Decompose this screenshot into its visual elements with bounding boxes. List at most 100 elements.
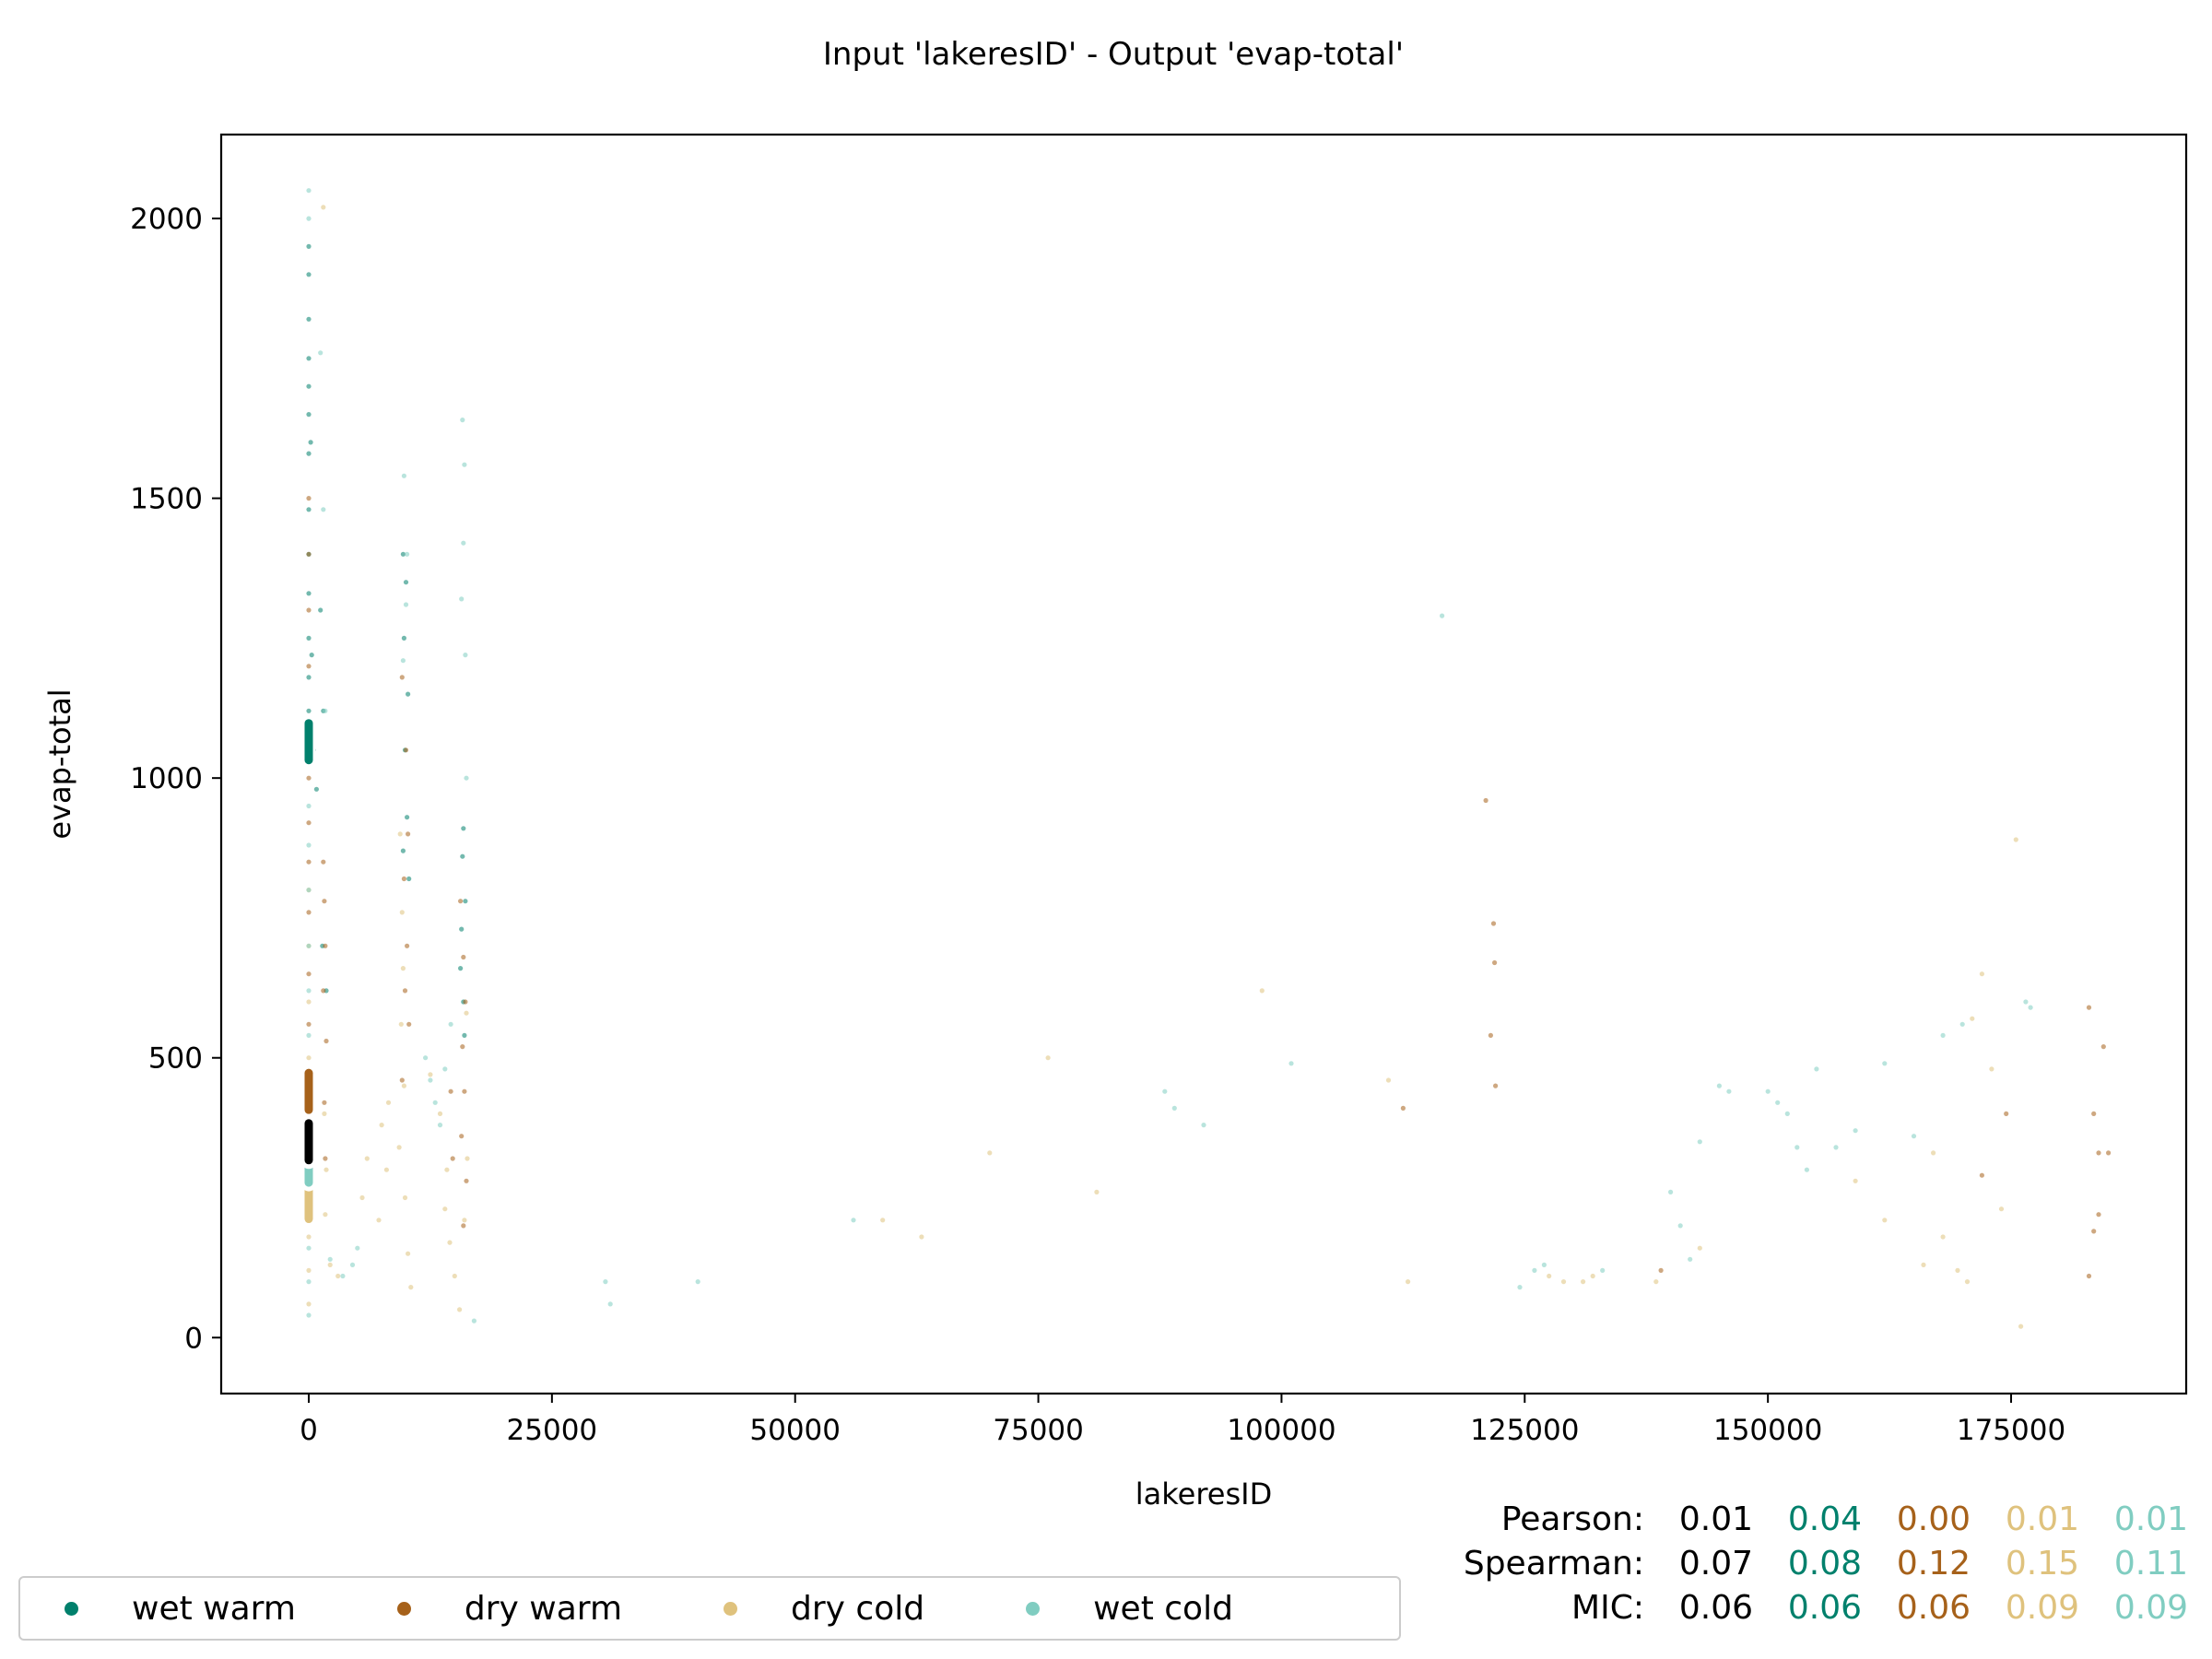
point-dry-warm xyxy=(306,496,312,501)
point-wet-warm xyxy=(313,786,319,792)
point-dry-cold xyxy=(1406,1279,1411,1285)
point-wet-cold xyxy=(306,888,312,893)
point-wet-cold xyxy=(306,943,312,948)
data-points xyxy=(306,188,2112,1329)
point-dry-cold xyxy=(437,1111,443,1116)
point-dry-cold xyxy=(323,1212,328,1218)
point-dry-warm xyxy=(322,1100,327,1105)
point-dry-cold xyxy=(987,1150,993,1156)
legend-label: dry warm xyxy=(464,1589,623,1628)
point-wet-cold xyxy=(423,1055,429,1061)
point-dry-cold xyxy=(447,1240,453,1245)
point-wet-cold xyxy=(1853,1128,1858,1134)
stats-label: Spearman: xyxy=(1463,1545,1644,1583)
stats-label: MIC: xyxy=(1571,1589,1644,1627)
point-dry-warm xyxy=(399,1077,405,1083)
point-wet-warm xyxy=(306,451,312,456)
point-dry-warm xyxy=(321,988,326,994)
point-dry-cold xyxy=(1882,1218,1888,1223)
y-tick-label: 1500 xyxy=(130,483,203,516)
point-dry-warm xyxy=(323,943,328,948)
point-wet-cold xyxy=(428,1077,433,1083)
point-wet-cold xyxy=(607,1301,613,1307)
point-dry-cold xyxy=(383,1167,389,1172)
point-wet-cold xyxy=(306,1279,312,1285)
point-wet-cold xyxy=(306,988,312,994)
point-wet-warm xyxy=(306,591,312,596)
point-wet-warm xyxy=(306,243,312,249)
point-wet-cold xyxy=(403,602,409,607)
point-dry-warm xyxy=(306,551,312,557)
x-tick-label: 150000 xyxy=(1713,1414,1822,1447)
point-wet-cold xyxy=(306,803,312,809)
point-dry-warm xyxy=(406,831,411,837)
point-dry-cold xyxy=(359,1194,365,1201)
point-wet-cold xyxy=(1688,1256,1693,1262)
stats-row-spearman: Spearman: 0.07 0.08 0.12 0.15 0.11 xyxy=(1464,1542,2188,1586)
point-wet-cold xyxy=(432,1100,438,1105)
point-dry-warm xyxy=(306,971,312,977)
point-dry-warm xyxy=(2096,1212,2101,1218)
x-tick-label: 100000 xyxy=(1227,1414,1335,1447)
point-dry-cold xyxy=(1955,1267,1960,1273)
point-wet-warm xyxy=(306,383,312,389)
point-dry-warm xyxy=(2086,1005,2092,1010)
point-dry-cold xyxy=(385,1100,392,1105)
point-dry-cold xyxy=(396,1145,402,1150)
point-wet-cold xyxy=(1677,1223,1683,1229)
point-dry-cold xyxy=(428,1072,433,1077)
point-dry-warm xyxy=(406,1021,412,1027)
point-wet-cold xyxy=(463,653,468,658)
point-wet-cold xyxy=(462,462,467,467)
point-dry-cold xyxy=(1590,1273,1595,1279)
x-tick-label: 0 xyxy=(300,1414,318,1447)
stats-value: 0.01 xyxy=(2005,1500,2079,1538)
point-wet-cold xyxy=(437,1123,443,1128)
stats-value: 0.04 xyxy=(1787,1500,1862,1538)
point-dry-warm xyxy=(1492,959,1498,966)
point-dry-cold xyxy=(442,1206,448,1212)
point-dry-warm xyxy=(306,1021,312,1027)
point-dry-cold xyxy=(306,1267,312,1273)
point-dry-warm xyxy=(2096,1150,2101,1156)
point-dry-cold xyxy=(1853,1178,1858,1183)
point-wet-cold xyxy=(327,1256,333,1262)
point-dry-warm xyxy=(448,1088,453,1094)
point-wet-cold xyxy=(461,540,466,546)
point-wet-cold xyxy=(1911,1134,1917,1139)
point-dry-warm xyxy=(1493,1083,1499,1088)
point-wet-warm xyxy=(463,899,468,904)
point-dry-cold xyxy=(379,1123,384,1128)
point-dry-cold xyxy=(406,1251,411,1256)
point-wet-cold xyxy=(471,1318,477,1324)
point-wet-cold xyxy=(1716,1083,1722,1088)
point-wet-cold xyxy=(1162,1088,1168,1094)
point-wet-cold xyxy=(355,1245,360,1251)
point-wet-warm xyxy=(309,653,314,658)
point-dry-cold xyxy=(1581,1279,1586,1285)
legend-item-dry-warm: dry warm xyxy=(396,1589,623,1628)
point-dry-warm xyxy=(306,910,312,915)
point-wet-cold xyxy=(340,1273,346,1279)
point-wet-cold xyxy=(1804,1167,1809,1172)
point-dry-cold xyxy=(399,910,405,915)
stats-row-mic: MIC: 0.06 0.06 0.06 0.09 0.09 xyxy=(1464,1586,2188,1630)
point-dry-cold xyxy=(400,966,406,971)
point-dry-warm xyxy=(2091,1229,2097,1234)
point-wet-cold xyxy=(306,1245,312,1251)
point-dry-cold xyxy=(464,1010,469,1016)
point-wet-cold xyxy=(1726,1088,1732,1094)
point-wet-cold xyxy=(318,350,324,356)
stats-value: 0.07 xyxy=(1678,1545,1753,1583)
x-tick-label: 25000 xyxy=(507,1414,598,1447)
point-dry-cold xyxy=(462,1218,467,1223)
stats-value: 0.15 xyxy=(2005,1545,2079,1583)
point-dry-cold xyxy=(1979,971,1984,977)
legend-label: wet cold xyxy=(1093,1589,1233,1628)
stats-value: 0.12 xyxy=(1896,1545,1971,1583)
point-dry-cold xyxy=(1094,1189,1100,1194)
point-dry-warm xyxy=(306,607,312,613)
stats-label: Pearson: xyxy=(1500,1500,1644,1538)
y-axis-ticks: 0 500 1000 1500 2000 xyxy=(130,203,221,1355)
